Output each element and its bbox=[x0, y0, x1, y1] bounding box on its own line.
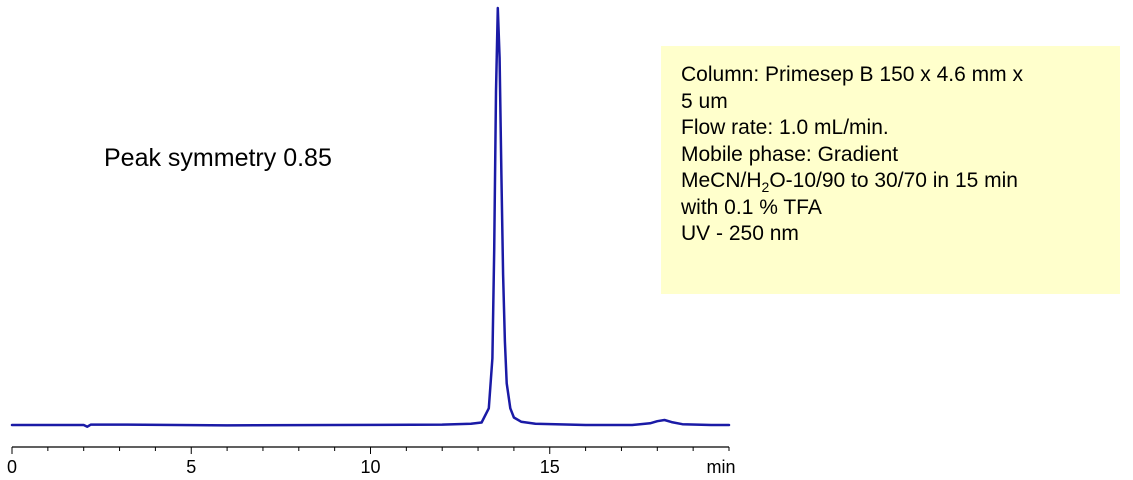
particle-size-line: 5 um bbox=[681, 89, 728, 113]
peak-symmetry-annotation: Peak symmetry 0.85 bbox=[104, 144, 332, 172]
water-subscript: 2 bbox=[761, 179, 770, 195]
x-tick-label: 0 bbox=[7, 457, 17, 477]
gradient-line-suffix: O-10/90 to 30/70 in 15 min bbox=[769, 169, 1018, 192]
detection-line: UV - 250 nm bbox=[681, 222, 799, 245]
x-tick-label: 15 bbox=[540, 457, 560, 477]
x-tick-label: 5 bbox=[186, 457, 196, 477]
gradient-line: MeCN/H2O-10/90 to 30/70 in 15 min bbox=[681, 168, 1120, 195]
flow-rate-line: Flow rate: 1.0 mL/min. bbox=[681, 116, 889, 139]
method-conditions-box: Column: Primesep B 150 x 4.6 mm x 5 um F… bbox=[661, 46, 1120, 294]
additive-line: with 0.1 % TFA bbox=[681, 195, 822, 219]
x-axis-unit-label: min bbox=[706, 457, 735, 477]
chromatogram-trace bbox=[10, 6, 731, 428]
gradient-line-prefix: MeCN/H bbox=[681, 169, 762, 192]
x-tick-label: 10 bbox=[360, 457, 380, 477]
column-spec-line: Column: Primesep B 150 x 4.6 mm x bbox=[681, 63, 1023, 86]
mobile-phase-line: Mobile phase: Gradient bbox=[681, 142, 899, 166]
x-axis: 0 5 10 15 min bbox=[7, 446, 736, 477]
